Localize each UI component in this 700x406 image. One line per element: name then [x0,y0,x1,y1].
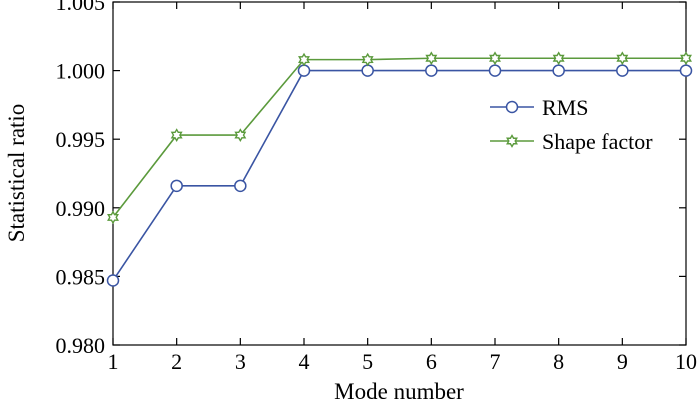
data-point-rms [616,64,629,77]
data-point-shape-factor [680,51,692,66]
x-tick-label: 6 [426,349,437,374]
data-point-rms [488,64,502,77]
y-tick-label: 0.995 [56,127,106,152]
x-tick-label: 7 [490,349,501,374]
y-tick-label: 1.000 [56,59,106,84]
series-layer [106,51,693,287]
legend-marker-shape-factor [506,134,518,148]
data-point-rms [297,64,311,77]
y-tick-label: 0.980 [56,333,106,358]
data-point-shape-factor [361,52,374,67]
data-point-shape-factor [298,52,310,67]
legend-label-rms: RMS [542,95,588,120]
x-tick-label: 8 [553,349,564,374]
data-point-shape-factor [107,210,119,225]
x-tick-label: 9 [617,349,628,374]
y-tick-label: 0.985 [56,264,106,289]
legend-label-shape-factor: Shape factor [542,129,653,154]
data-point-shape-factor [616,51,629,66]
legend: RMS Shape factor [490,95,653,154]
series-line-rms [112,69,686,281]
data-point-shape-factor [489,51,501,66]
y-axis-ticks: 0.980 0.985 0.990 0.995 1.000 1.005 [56,0,686,358]
data-point-shape-factor [234,128,247,142]
x-tick-label: 10 [675,349,697,374]
y-tick-label: 1.005 [56,0,106,15]
x-tick-label: 5 [362,349,373,374]
series-line-shape-factor [112,57,686,218]
x-tick-label: 1 [108,349,119,374]
data-point-rms [679,64,693,77]
x-axis-title: Mode number [334,379,464,404]
y-axis-title: Statistical ratio [4,104,29,243]
data-point-rms [106,274,120,287]
data-point-rms [425,64,438,77]
x-tick-label: 3 [235,349,246,374]
x-tick-label: 2 [171,349,182,374]
y-tick-label: 0.990 [56,196,106,221]
data-point-shape-factor [170,128,183,142]
data-point-rms [552,64,565,77]
data-point-shape-factor [552,51,565,66]
data-point-rms [361,64,374,77]
plot-frame [112,1,687,346]
data-point-shape-factor [425,51,438,66]
legend-marker-rms [505,100,519,114]
data-point-rms [170,179,183,193]
data-point-rms [234,179,247,193]
x-tick-label: 4 [299,349,310,374]
x-axis-ticks: 1 2 3 4 5 6 7 8 9 10 [108,2,697,374]
